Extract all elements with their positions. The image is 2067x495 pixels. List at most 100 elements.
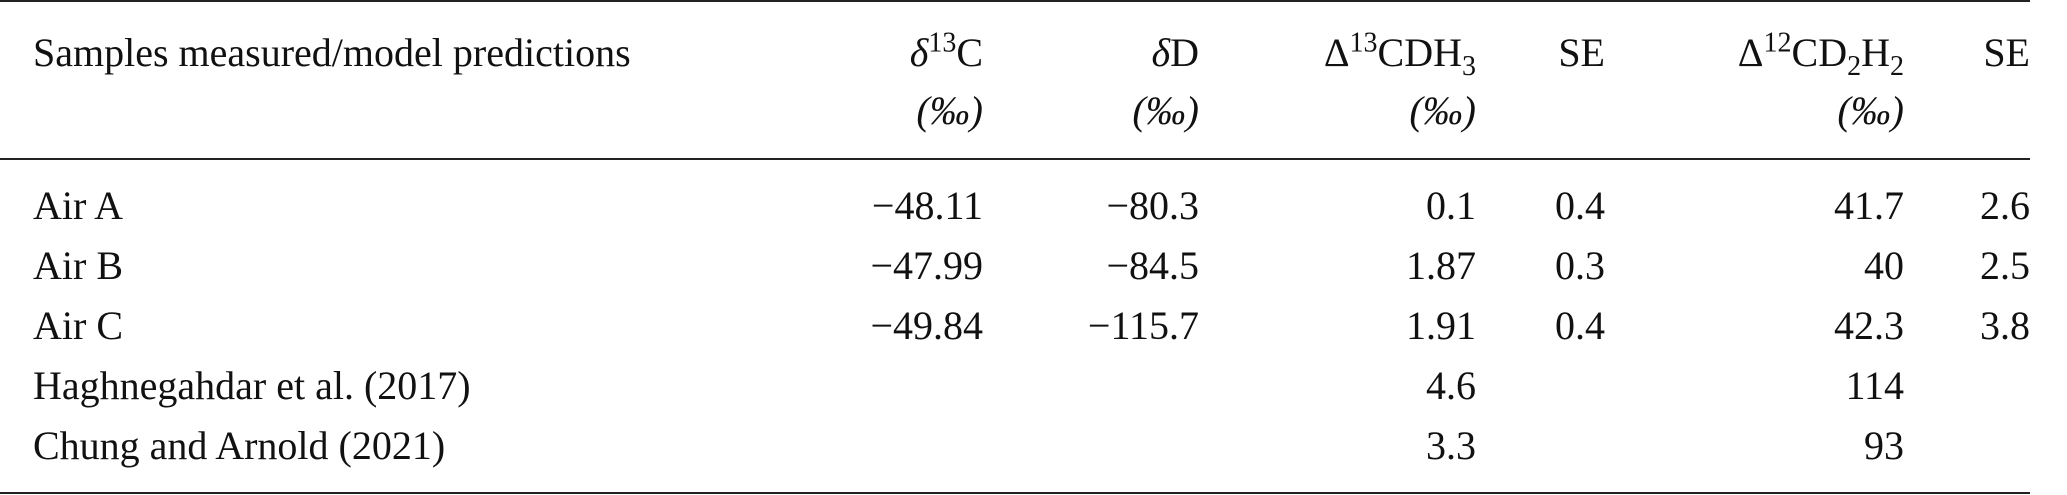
cell: 41.7 [1605, 176, 1904, 236]
header-cell: Δ12CD2H2 (‰) [1605, 1, 1904, 159]
table-row: Chung and Arnold (2021) 3.3 93 [0, 416, 2030, 476]
cell-value: −80.3 [1106, 183, 1199, 228]
cell: 2.5 [1904, 236, 2030, 296]
header-text: Δ [1323, 30, 1350, 75]
cell-value: 42.3 [1834, 303, 1904, 348]
cell [1904, 416, 2030, 476]
cell-value: 40 [1864, 243, 1904, 288]
cell-value: −48.11 [871, 183, 983, 228]
cell-value: 0.1 [1426, 183, 1476, 228]
cell-value: 3.3 [1426, 423, 1476, 468]
cell-value: 1.91 [1406, 303, 1476, 348]
cell: 40 [1605, 236, 1904, 296]
header-sup: 13 [928, 27, 957, 59]
cell-value: −115.7 [1087, 303, 1199, 348]
table-body: Air A −48.11 −80.3 0.1 0.4 41.7 2.6 Air B −47.99… [0, 159, 2030, 493]
cell: −48.11 [800, 176, 983, 236]
cell: 1.87 [1199, 236, 1476, 296]
cell-value: 0.4 [1555, 183, 1605, 228]
row-label-text: Chung and Arnold (2021) [33, 423, 446, 468]
row-label: Air B [0, 236, 800, 296]
cell: −49.84 [800, 296, 983, 356]
cell-value: 2.5 [1980, 243, 2030, 288]
cell: 2.6 [1904, 176, 2030, 236]
header-cell: δD (‰) [983, 1, 1199, 159]
row-label-text: Air A [33, 183, 123, 228]
header-text: Δ [1737, 30, 1764, 75]
cell: −84.5 [983, 236, 1199, 296]
cell: 42.3 [1605, 296, 1904, 356]
header-cell: δ13C (‰) [800, 1, 983, 159]
cell: 1.91 [1199, 296, 1476, 356]
cell [983, 356, 1199, 416]
header-text: δ [909, 30, 929, 75]
header-sub: 3 [1462, 51, 1476, 82]
cell-value: 3.8 [1980, 303, 2030, 348]
header-text: CD [1791, 30, 1848, 75]
cell: 0.4 [1476, 176, 1605, 236]
cell [983, 416, 1199, 476]
cell: −80.3 [983, 176, 1199, 236]
cell [1904, 356, 2030, 416]
cell: −115.7 [983, 296, 1199, 356]
header-row: Samples measured/model predictions δ13C(… [0, 1, 2030, 159]
table-row: Haghnegahdar et al. (2017) 4.6 114 [0, 356, 2030, 416]
table-header: Samples measured/model predictions δ13C(… [0, 1, 2030, 159]
spacer-row [0, 159, 2030, 176]
cell-value: 4.6 [1426, 363, 1476, 408]
header-cell: SE [1904, 1, 2030, 159]
cell: 4.6 [1199, 356, 1476, 416]
cell: 0.3 [1476, 236, 1605, 296]
header-cell: Δ13CDH3 (‰) [1199, 1, 1476, 159]
cell-value: 93 [1864, 423, 1904, 468]
cell: 0.1 [1199, 176, 1476, 236]
spacer-row [0, 476, 2030, 493]
header-cell: SE [1476, 1, 1605, 159]
cell: 93 [1605, 416, 1904, 476]
header-text: CDH [1377, 30, 1462, 75]
header-text: δ [1151, 30, 1171, 75]
header-sub: 2 [1847, 51, 1862, 82]
header-unit: (‰) [1837, 88, 1904, 133]
row-label: Haghnegahdar et al. (2017) [0, 356, 800, 416]
spacer-cell [0, 476, 2030, 493]
cell-value: 2.6 [1980, 183, 2030, 228]
header-text: SE [1983, 30, 2030, 75]
header-sup: 12 [1763, 27, 1792, 59]
cell [800, 416, 983, 476]
header-unit: (‰) [1409, 88, 1476, 133]
row-label: Chung and Arnold (2021) [0, 416, 800, 476]
header-unit: (‰) [1132, 88, 1199, 133]
cell-value: −47.99 [870, 243, 983, 288]
header-text: Samples measured/model predictions [33, 30, 631, 75]
cell-value: 0.4 [1555, 303, 1605, 348]
row-label-text: Haghnegahdar et al. (2017) [33, 363, 471, 408]
cell-value: −84.5 [1106, 243, 1199, 288]
row-label-text: Air C [33, 303, 123, 348]
header-cell: Samples measured/model predictions [0, 1, 800, 159]
spacer-cell [0, 159, 2030, 176]
row-label-text: Air B [33, 243, 123, 288]
cell-value: 0.3 [1555, 243, 1605, 288]
header-sup: 13 [1349, 27, 1378, 59]
cell: 3.8 [1904, 296, 2030, 356]
cell [1476, 416, 1605, 476]
cell-value: 1.87 [1406, 243, 1476, 288]
header-text: C [956, 30, 983, 75]
cell-value: −49.84 [870, 303, 983, 348]
cell-value: 114 [1845, 363, 1904, 408]
header-unit: (‰) [916, 88, 983, 133]
header-text: D [1170, 30, 1199, 75]
header-sub: 2 [1890, 51, 1904, 82]
row-label: Air A [0, 176, 800, 236]
table-row: Air A −48.11 −80.3 0.1 0.4 41.7 2.6 [0, 176, 2030, 236]
cell [800, 356, 983, 416]
cell [1476, 356, 1605, 416]
header-text: SE [1558, 30, 1605, 75]
cell-value: 41.7 [1834, 183, 1904, 228]
table-row: Air B −47.99 −84.5 1.87 0.3 40 2.5 [0, 236, 2030, 296]
cell: 114 [1605, 356, 1904, 416]
cell: 3.3 [1199, 416, 1476, 476]
